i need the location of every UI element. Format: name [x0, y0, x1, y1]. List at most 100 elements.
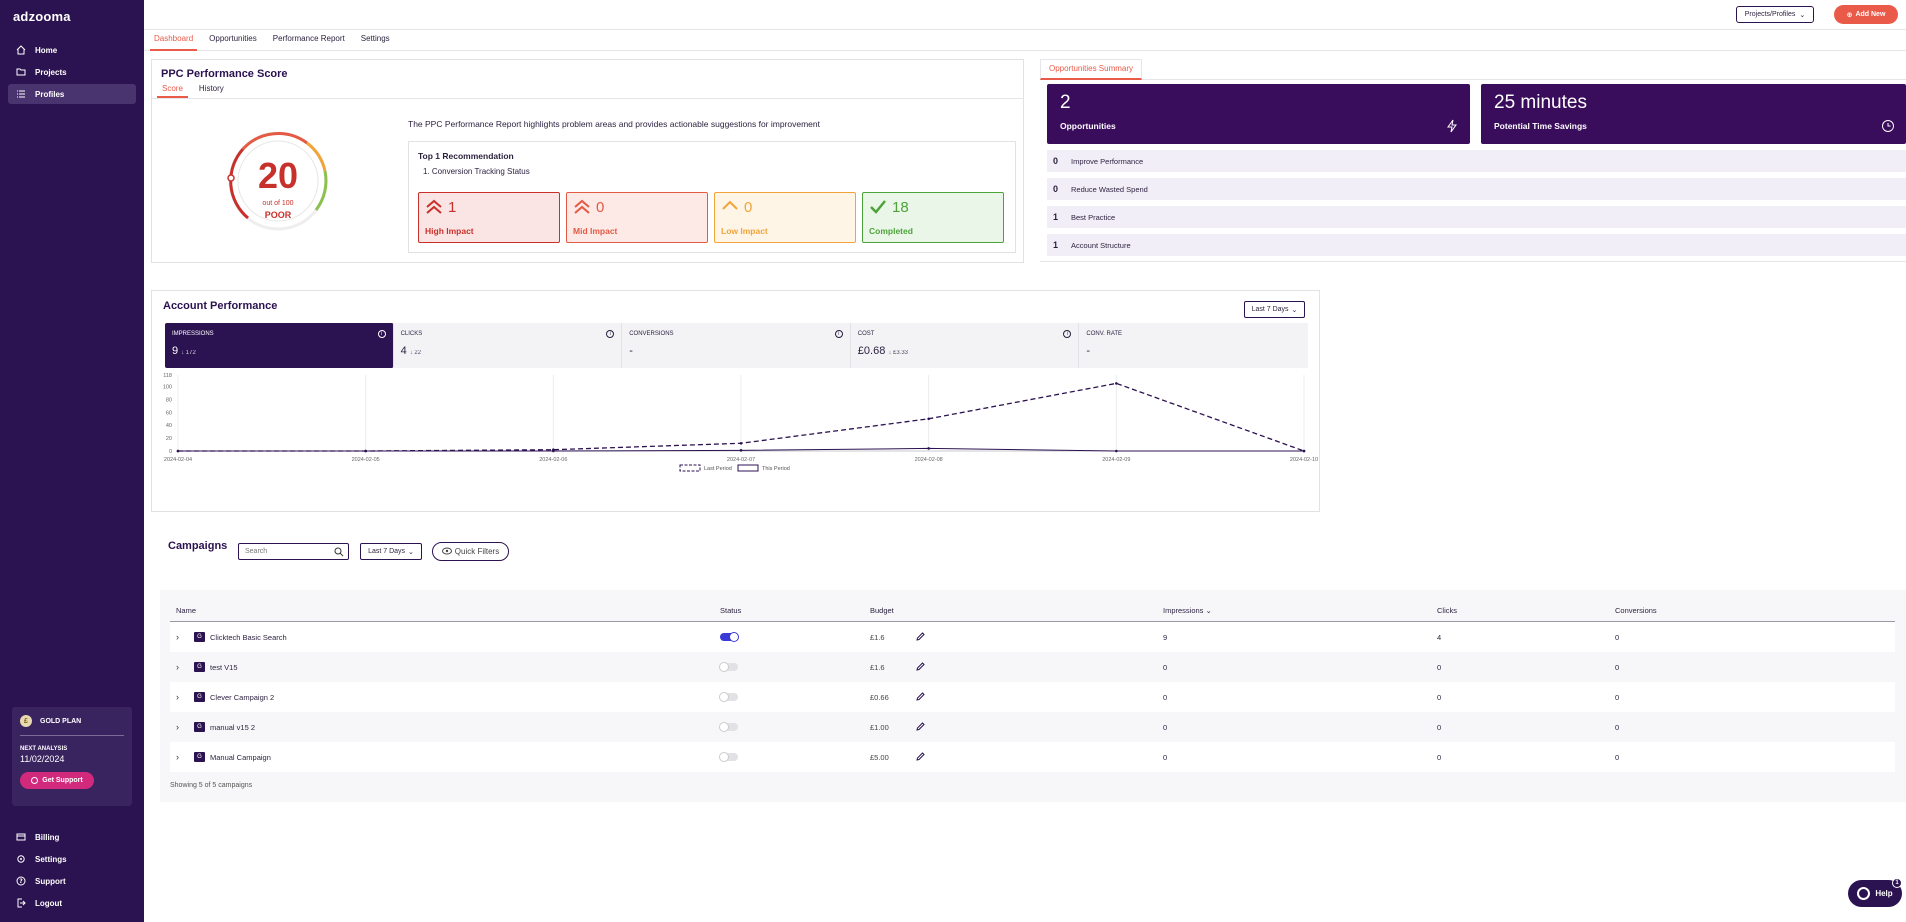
completed-card[interactable]: 18 Completed: [862, 192, 1004, 243]
info-icon[interactable]: i: [606, 330, 615, 338]
campaign-name[interactable]: Manual Campaign: [210, 752, 271, 762]
y-tick-label: 0: [169, 449, 172, 455]
sidebar-item-label: Profiles: [35, 89, 65, 99]
status-toggle[interactable]: [719, 722, 738, 732]
impressions-cell: 9: [1163, 632, 1168, 642]
sidebar-item-billing[interactable]: Billing: [8, 827, 136, 847]
showing-count: Showing 5 of 5 campaigns: [170, 782, 253, 789]
edit-pencil-icon[interactable]: [916, 751, 925, 763]
col-impressions[interactable]: Impressions ⌄: [1163, 606, 1437, 615]
sidebar-item-profiles[interactable]: Profiles: [8, 84, 136, 104]
sidebar-item-projects[interactable]: Projects: [8, 62, 136, 82]
opp-row-account-structure[interactable]: 1 Account Structure: [1047, 234, 1906, 256]
opportunities-count-card[interactable]: 2 Opportunities: [1047, 84, 1470, 144]
campaign-name[interactable]: test V15: [210, 662, 238, 672]
tab-history[interactable]: History: [198, 84, 224, 93]
logout-icon: [15, 897, 27, 909]
projects-profiles-select[interactable]: Projects/Profiles ⌄: [1736, 6, 1814, 23]
tab-score[interactable]: Score: [157, 81, 188, 98]
get-support-button[interactable]: Get Support: [20, 772, 94, 789]
chevron-down-icon: ⌄: [408, 548, 414, 556]
plus-circle-icon: ⊕: [1846, 11, 1853, 19]
tab-performance-report[interactable]: Performance Report: [272, 34, 345, 43]
edit-pencil-icon[interactable]: [916, 661, 925, 673]
metric-tiles: IMPRESSIONS i 9 ↓ 172 CLICKS i 4 ↓ 22 CONV…: [165, 323, 1308, 368]
campaign-name[interactable]: Clicktech Basic Search: [210, 632, 287, 642]
expand-chevron-icon[interactable]: ›: [176, 662, 179, 672]
campaign-search-input[interactable]: Search: [238, 543, 349, 560]
edit-pencil-icon[interactable]: [916, 721, 925, 733]
col-clicks[interactable]: Clicks: [1437, 606, 1457, 615]
tab-opportunities-summary[interactable]: Opportunities Summary: [1040, 59, 1143, 80]
metric-title: CONV. RATE: [1086, 331, 1123, 337]
metric-impressions[interactable]: IMPRESSIONS i 9 ↓ 172: [165, 323, 394, 368]
expand-chevron-icon[interactable]: ›: [176, 632, 179, 642]
date-range-select[interactable]: Last 7 Days ⌄: [1244, 301, 1305, 318]
mid-impact-count: 0: [596, 199, 605, 216]
data-point: [1115, 382, 1118, 385]
status-toggle[interactable]: [719, 752, 738, 762]
sidebar-item-settings[interactable]: Settings: [8, 849, 136, 869]
campaign-date-range-select[interactable]: Last 7 Days ⌄: [360, 543, 422, 560]
tab-settings[interactable]: Settings: [360, 34, 390, 43]
table-row[interactable]: › G Manual Campaign £5.00 0 0 0: [170, 742, 1895, 772]
low-impact-card[interactable]: 0 Low Impact: [714, 192, 856, 243]
edit-pencil-icon[interactable]: [916, 631, 925, 643]
check-icon: [869, 199, 887, 217]
metric-conversions[interactable]: CONVERSIONS i -: [622, 323, 851, 368]
chevron-down-icon: ⌄: [1291, 306, 1298, 314]
metric-cost[interactable]: COST i £0.68 ↓ £3.33: [851, 323, 1080, 368]
next-analysis-label: NEXT ANALYSIS: [20, 746, 68, 752]
col-status[interactable]: Status: [720, 606, 742, 615]
opp-row-reduce-wasted-spend[interactable]: 0 Reduce Wasted Spend: [1047, 178, 1906, 200]
campaign-name[interactable]: manual v15 2: [210, 722, 256, 732]
double-chevron-up-icon: [573, 199, 591, 217]
adzooma-logo[interactable]: adzooma: [13, 9, 71, 24]
clicks-cell: 0: [1437, 722, 1442, 732]
tab-opportunities[interactable]: Opportunities: [209, 34, 257, 43]
mid-impact-card[interactable]: 0 Mid Impact: [566, 192, 708, 243]
col-conversions[interactable]: Conversions: [1615, 606, 1657, 615]
metric-title: COST: [857, 331, 875, 337]
opp-row-improve-performance[interactable]: 0 Improve Performance: [1047, 150, 1906, 172]
status-toggle[interactable]: [719, 662, 738, 672]
clicks-cell: 0: [1437, 692, 1442, 702]
info-icon[interactable]: i: [377, 330, 386, 338]
sidebar-item-logout[interactable]: Logout: [8, 893, 136, 913]
sidebar-item-home[interactable]: Home: [8, 40, 136, 60]
col-name[interactable]: Name: [176, 606, 197, 615]
metric-conv-rate[interactable]: CONV. RATE -: [1079, 323, 1308, 368]
table-row[interactable]: › G Clever Campaign 2 £0.66 0 0 0: [170, 682, 1895, 712]
recommendation-item[interactable]: 1. Conversion Tracking Status: [423, 167, 530, 176]
table-row[interactable]: › G Clicktech Basic Search £1.6 9 4 0: [170, 622, 1895, 652]
tab-dashboard[interactable]: Dashboard: [150, 30, 198, 51]
expand-chevron-icon[interactable]: ›: [176, 752, 179, 762]
high-impact-card[interactable]: 1 High Impact: [418, 192, 560, 243]
opp-row-best-practice[interactable]: 1 Best Practice: [1047, 206, 1906, 228]
score-gauge: 20 out of 100 POOR: [218, 126, 338, 236]
expand-chevron-icon[interactable]: ›: [176, 722, 179, 732]
quick-filters-button[interactable]: Quick Filters: [432, 542, 509, 561]
metric-clicks[interactable]: CLICKS i 4 ↓ 22: [394, 323, 623, 368]
time-savings-label: Potential Time Savings: [1494, 121, 1587, 131]
expand-chevron-icon[interactable]: ›: [176, 692, 179, 702]
chevron-up-icon: [721, 199, 739, 217]
info-icon[interactable]: i: [1063, 330, 1072, 338]
time-savings-card[interactable]: 25 minutes Potential Time Savings: [1481, 84, 1906, 144]
help-button[interactable]: Help 1: [1848, 878, 1902, 907]
status-toggle[interactable]: [720, 632, 739, 642]
sidebar-item-label: Projects: [35, 67, 67, 77]
campaigns-table: Name Status Budget Impressions ⌄ Clicks …: [170, 590, 1895, 772]
campaign-name[interactable]: Clever Campaign 2: [210, 692, 275, 702]
col-budget[interactable]: Budget: [870, 606, 894, 615]
edit-pencil-icon[interactable]: [916, 691, 925, 703]
sidebar-item-support[interactable]: ? Support: [8, 871, 136, 891]
status-toggle[interactable]: [719, 692, 738, 702]
legend-swatch: [679, 464, 701, 472]
add-new-button[interactable]: ⊕ Add New: [1834, 5, 1898, 24]
coin-icon: £: [20, 715, 32, 727]
info-icon[interactable]: i: [834, 330, 843, 338]
google-ads-icon: G: [194, 722, 205, 732]
